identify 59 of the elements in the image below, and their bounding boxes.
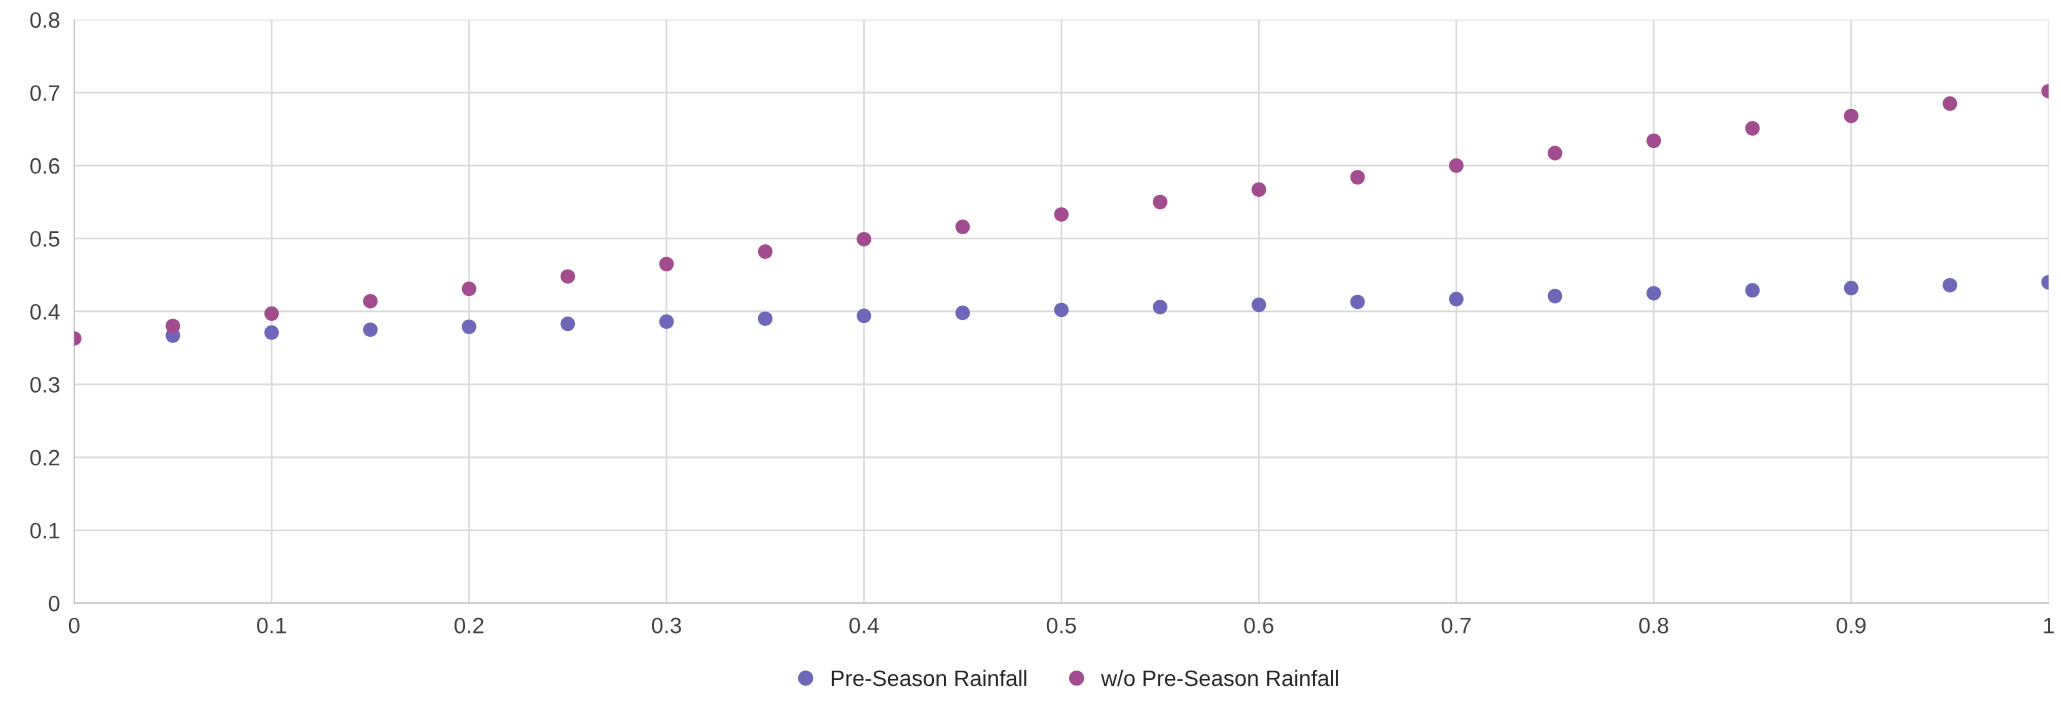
y-tick-label: 0.6 [30,158,60,174]
point [1350,294,1365,310]
point [363,293,378,309]
x-tick-label: 0.2 [454,617,484,634]
point [1054,302,1069,318]
x-tick-label: 1 [2044,617,2054,634]
x-tick-label: 0.9 [1836,617,1866,634]
y-tick-label: 0.2 [30,449,60,466]
point [461,319,477,335]
point [1646,285,1662,301]
point [1745,282,1760,298]
legend-label: w/o Pre-Season Rainfall [1101,669,1338,687]
point [1843,108,1859,124]
point [955,219,970,235]
legend-label: Pre-Season Rainfall [831,669,1027,687]
y-tick-label: 0.4 [30,303,60,320]
point [1251,182,1267,197]
point [856,308,872,324]
y-tick-label: 0.1 [30,522,60,539]
point [1942,96,1958,111]
point [1449,291,1464,307]
point [1054,207,1069,222]
x-tick-label: 0.3 [651,617,681,634]
x-tick-label: 0.6 [1244,617,1274,634]
point [1350,169,1365,185]
point [363,322,378,337]
point [1449,158,1464,173]
y-tick-label: 0.8 [30,12,60,28]
y-tick-label: 0.5 [30,231,60,247]
point [659,314,674,329]
point [1646,133,1662,149]
x-tick-label: 0.4 [849,617,879,634]
y-tick-label: 0.7 [30,85,60,101]
point [1942,277,1958,293]
point [560,269,576,284]
point [856,231,872,247]
point [1547,145,1563,161]
point [955,305,970,321]
point [1152,299,1168,315]
point [165,318,181,334]
x-tick-label: 0.5 [1046,617,1076,634]
point [757,311,773,327]
point [1251,297,1267,313]
point [1745,121,1760,136]
x-tick-label: 0.7 [1441,617,1471,634]
point [560,316,576,332]
point [264,306,279,321]
point [461,281,477,297]
point [264,325,279,340]
x-tick-label: 0 [68,617,80,634]
y-tick-label: 0.3 [30,376,60,393]
point [1547,288,1563,304]
x-tick-label: 0.1 [257,617,286,634]
point [1152,194,1168,210]
point [659,256,674,272]
x-tick-label: 0.8 [1639,617,1669,634]
point [757,244,773,259]
point [1843,280,1859,296]
y-tick-label: 0 [48,595,60,612]
